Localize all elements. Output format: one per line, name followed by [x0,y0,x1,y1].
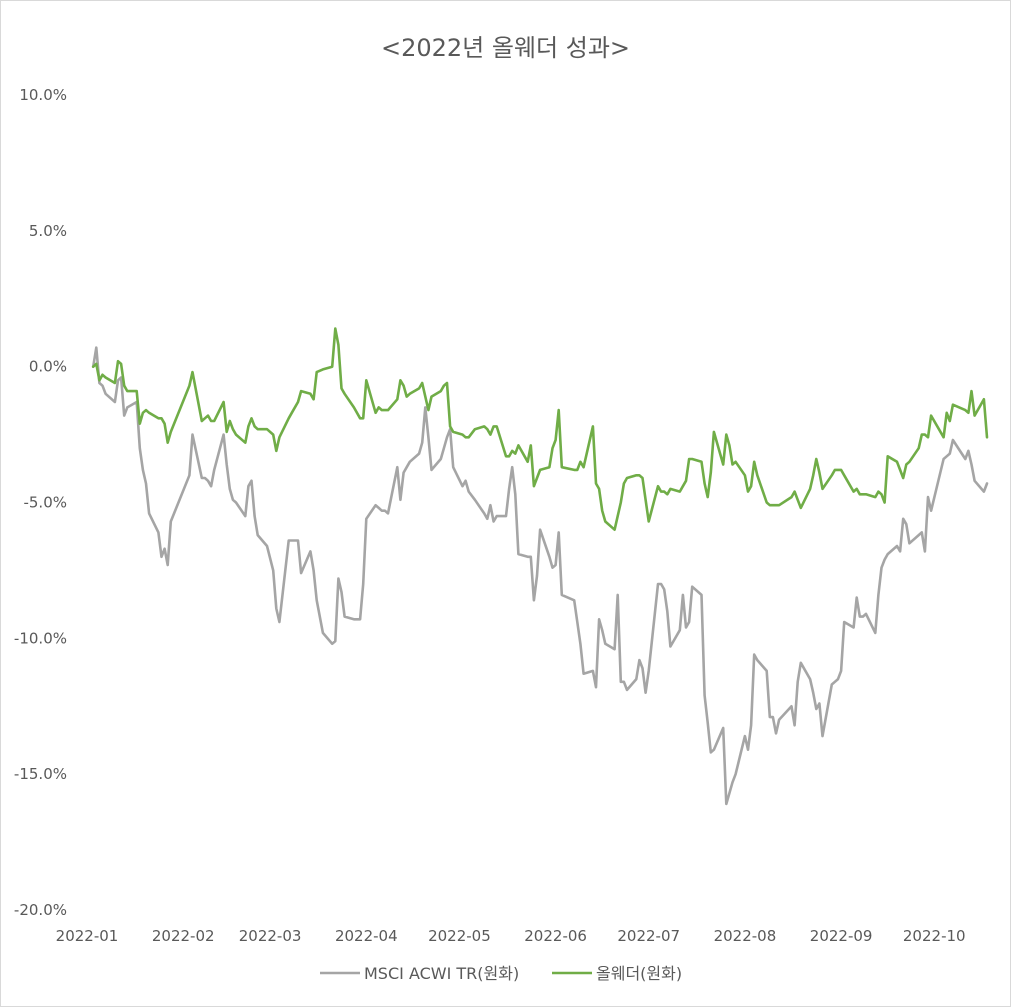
x-tick-label: 2022-07 [617,927,680,945]
series-line-1 [91,346,989,806]
x-tick-label: 2022-02 [152,927,215,945]
series-lines [91,327,989,806]
legend-label-2: 올웨더(원화) [596,964,682,983]
x-tick-label: 2022-04 [335,927,398,945]
y-tick-label: 10.0% [19,86,67,104]
x-axis-tick-labels: 2022-01 2022-02 2022-03 2022-04 2022-05 2022-… [56,927,966,945]
x-tick-label: 2022-06 [524,927,587,945]
x-tick-label: 2022-03 [239,927,302,945]
x-tick-label: 2022-01 [56,927,119,945]
x-tick-label: 2022-05 [428,927,491,945]
y-tick-label: 0.0% [29,358,67,376]
y-tick-label: -20.0% [14,901,67,919]
x-tick-label: 2022-10 [903,927,966,945]
series-line-2 [91,327,989,532]
legend-label-1: MSCI ACWI TR(원화) [364,964,519,983]
chart-title: <2022년 올웨더 성과> [380,34,631,62]
y-tick-label: -5.0% [23,494,67,512]
y-tick-label: -10.0% [14,629,67,647]
legend: MSCI ACWI TR(원화) 올웨더(원화) [320,964,682,983]
x-tick-label: 2022-09 [810,927,873,945]
y-axis-tick-labels: 10.0% 5.0% 0.0% -5.0% -10.0% -15.0% -20.0% [14,86,67,919]
x-tick-label: 2022-08 [714,927,777,945]
y-tick-label: -15.0% [14,765,67,783]
y-tick-label: 5.0% [29,222,67,240]
